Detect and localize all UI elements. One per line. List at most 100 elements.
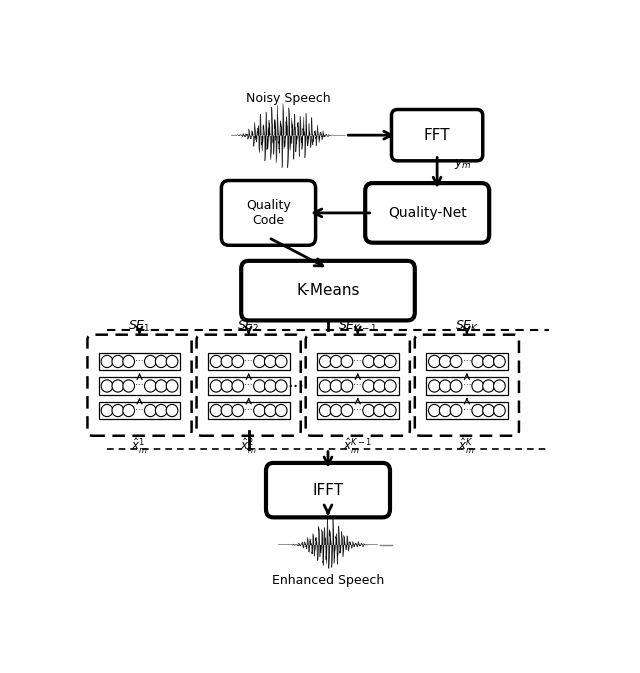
Circle shape — [374, 404, 385, 417]
Text: ···: ··· — [244, 357, 253, 366]
Circle shape — [429, 404, 440, 417]
Text: $SE_{K}$: $SE_{K}$ — [455, 318, 479, 334]
Circle shape — [385, 380, 396, 392]
Circle shape — [156, 404, 167, 417]
Circle shape — [123, 380, 134, 392]
Circle shape — [472, 404, 484, 417]
Circle shape — [145, 404, 156, 417]
Circle shape — [341, 404, 353, 417]
FancyBboxPatch shape — [221, 180, 316, 245]
Text: ···: ··· — [353, 406, 362, 415]
Bar — [208, 377, 289, 395]
Text: $SE_{2}$: $SE_{2}$ — [237, 318, 260, 334]
Text: $\hat{x}_m^2$: $\hat{x}_m^2$ — [240, 437, 257, 456]
Circle shape — [221, 404, 233, 417]
Text: ···: ··· — [135, 357, 144, 366]
Bar — [317, 377, 399, 395]
Circle shape — [374, 355, 385, 367]
FancyBboxPatch shape — [392, 110, 483, 161]
Circle shape — [429, 355, 440, 367]
Text: ···: ··· — [135, 382, 144, 390]
Circle shape — [493, 355, 505, 367]
Text: $SE_{1}$: $SE_{1}$ — [128, 318, 151, 334]
FancyBboxPatch shape — [365, 183, 489, 243]
Circle shape — [275, 355, 287, 367]
Circle shape — [472, 355, 484, 367]
Text: ···: ··· — [463, 357, 471, 366]
Text: $\hat{x}_m^{K-1}$: $\hat{x}_m^{K-1}$ — [343, 437, 372, 456]
Circle shape — [330, 404, 342, 417]
Circle shape — [363, 380, 374, 392]
Circle shape — [253, 355, 266, 367]
Circle shape — [221, 355, 233, 367]
Bar — [208, 402, 289, 419]
Text: K-Means: K-Means — [296, 283, 360, 298]
Text: ···: ··· — [463, 406, 471, 415]
Circle shape — [264, 355, 276, 367]
Circle shape — [330, 380, 342, 392]
Circle shape — [493, 404, 505, 417]
Circle shape — [211, 404, 222, 417]
Circle shape — [319, 380, 331, 392]
FancyBboxPatch shape — [266, 463, 390, 518]
Circle shape — [264, 380, 276, 392]
Circle shape — [341, 380, 353, 392]
Circle shape — [166, 355, 178, 367]
Circle shape — [483, 380, 495, 392]
Circle shape — [483, 404, 495, 417]
Bar — [317, 353, 399, 370]
Text: $SE_{K-1}$: $SE_{K-1}$ — [338, 318, 378, 334]
FancyBboxPatch shape — [88, 334, 191, 435]
Circle shape — [232, 404, 244, 417]
Text: $\hat{x}_m^1$: $\hat{x}_m^1$ — [131, 437, 148, 456]
Text: ···: ··· — [135, 406, 144, 415]
Circle shape — [439, 380, 451, 392]
FancyBboxPatch shape — [196, 334, 301, 435]
FancyBboxPatch shape — [415, 334, 519, 435]
Bar — [208, 353, 289, 370]
Circle shape — [112, 355, 124, 367]
FancyBboxPatch shape — [306, 334, 410, 435]
Bar — [426, 377, 508, 395]
Circle shape — [330, 355, 342, 367]
Text: Quality-Net: Quality-Net — [388, 206, 467, 220]
Circle shape — [264, 404, 276, 417]
Circle shape — [341, 355, 353, 367]
Text: ···: ··· — [287, 378, 305, 396]
Circle shape — [211, 380, 222, 392]
Text: $y_m$: $y_m$ — [454, 157, 472, 171]
Circle shape — [101, 355, 113, 367]
Bar — [99, 377, 180, 395]
Circle shape — [166, 404, 178, 417]
Bar — [99, 353, 180, 370]
Circle shape — [319, 355, 331, 367]
Circle shape — [253, 380, 266, 392]
Circle shape — [429, 380, 440, 392]
Circle shape — [112, 380, 124, 392]
Circle shape — [101, 380, 113, 392]
FancyBboxPatch shape — [241, 261, 415, 320]
Circle shape — [385, 404, 396, 417]
Circle shape — [374, 380, 385, 392]
Circle shape — [439, 404, 451, 417]
Circle shape — [123, 355, 134, 367]
Circle shape — [253, 404, 266, 417]
Text: Noisy Speech: Noisy Speech — [246, 92, 331, 106]
Circle shape — [145, 380, 156, 392]
Text: ···: ··· — [244, 382, 253, 390]
Bar — [426, 402, 508, 419]
Circle shape — [123, 404, 134, 417]
Bar — [99, 402, 180, 419]
Circle shape — [450, 404, 462, 417]
Text: ···: ··· — [463, 382, 471, 390]
Circle shape — [275, 404, 287, 417]
Circle shape — [319, 404, 331, 417]
Circle shape — [363, 355, 374, 367]
Circle shape — [363, 404, 374, 417]
Text: ···: ··· — [244, 406, 253, 415]
Circle shape — [385, 355, 396, 367]
Circle shape — [101, 404, 113, 417]
Circle shape — [112, 404, 124, 417]
Circle shape — [483, 355, 495, 367]
Circle shape — [232, 380, 244, 392]
